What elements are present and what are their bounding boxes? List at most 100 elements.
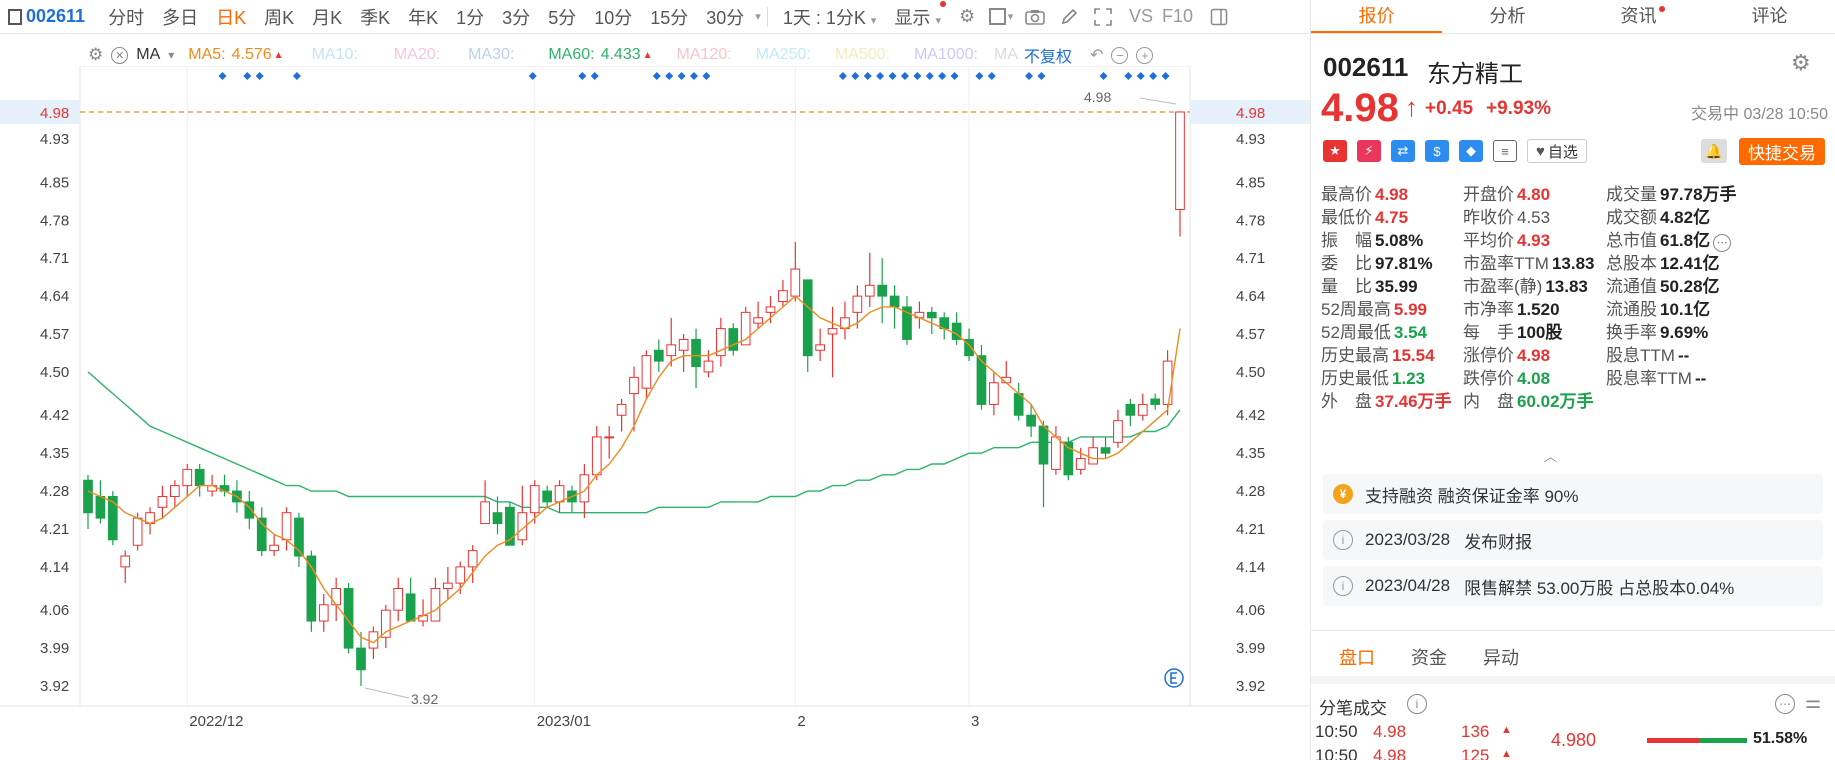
candle[interactable] — [318, 593, 329, 632]
candle[interactable] — [1026, 404, 1036, 437]
period-tab[interactable]: 分时 — [108, 7, 145, 28]
panel-tab[interactable]: 报价 — [1311, 0, 1442, 33]
candle[interactable] — [691, 328, 701, 389]
candle[interactable] — [443, 566, 453, 600]
candle[interactable] — [827, 306, 838, 378]
candle[interactable] — [666, 317, 677, 367]
candle[interactable] — [219, 474, 230, 497]
gear-icon[interactable]: ⚙ — [1791, 50, 1811, 75]
undo-icon[interactable]: ↶ — [1090, 47, 1104, 64]
candle[interactable] — [505, 501, 515, 546]
bottom-tab[interactable]: 异动 — [1483, 648, 1519, 668]
period-tab[interactable]: 1分 — [456, 7, 485, 28]
candle[interactable] — [182, 463, 193, 497]
quick-trade-button[interactable]: 快捷交易 — [1739, 138, 1825, 165]
more-icon[interactable]: ⋯ — [1775, 694, 1795, 714]
candle[interactable] — [1038, 420, 1049, 508]
candle[interactable] — [728, 323, 739, 356]
candle[interactable] — [616, 399, 627, 432]
stock-code[interactable]: 002611 — [26, 6, 86, 26]
candle[interactable] — [1137, 393, 1148, 421]
candle[interactable] — [951, 312, 962, 345]
camera-icon[interactable] — [1021, 3, 1049, 31]
notice-row[interactable]: ¥ 支持融资 融资保证金率 90% — [1323, 474, 1823, 514]
notice-row[interactable]: i 2023/03/28 发布财报 — [1323, 520, 1823, 560]
gear-icon[interactable]: ⚙ — [88, 45, 104, 64]
candle[interactable] — [480, 480, 490, 525]
candle[interactable] — [1150, 393, 1161, 410]
candle[interactable] — [989, 371, 999, 416]
candle[interactable] — [343, 583, 354, 654]
candle[interactable] — [306, 550, 317, 632]
candle[interactable] — [145, 507, 155, 535]
zoom-in-icon[interactable]: + — [1136, 46, 1154, 64]
sliders-icon[interactable]: ⚌ — [1805, 692, 1822, 712]
gear-icon[interactable]: ⚙ — [958, 6, 976, 26]
candle[interactable] — [914, 301, 925, 329]
interval-select[interactable]: 1天 : 1分K ▾ — [774, 4, 886, 30]
display-menu[interactable]: 显示 ▾ — [885, 0, 950, 30]
candle[interactable] — [678, 334, 689, 372]
pen-icon[interactable] — [1055, 3, 1083, 31]
candle[interactable] — [294, 512, 304, 567]
candle[interactable] — [1013, 382, 1024, 421]
tag-icon[interactable]: ◆ — [1459, 140, 1483, 162]
candle[interactable] — [405, 577, 416, 622]
candle[interactable] — [567, 485, 577, 513]
bottom-tab[interactable]: 资金 — [1411, 648, 1447, 668]
candle[interactable] — [430, 577, 441, 622]
candle[interactable] — [269, 534, 279, 557]
candle[interactable] — [1075, 447, 1086, 475]
period-tab[interactable]: 10分 — [594, 7, 633, 28]
period-tab[interactable]: 30分 — [706, 7, 745, 28]
candle[interactable] — [356, 631, 366, 686]
candle[interactable] — [926, 306, 937, 335]
close-icon[interactable]: ✕ — [111, 46, 129, 64]
candle[interactable] — [852, 285, 863, 329]
kline-chart[interactable]: 2022/12 2023/01 2 3 4.93 4.93 4.85 4.85 4.78 4.78… — [0, 66, 1310, 756]
candle[interactable] — [517, 485, 528, 546]
candle[interactable] — [331, 577, 342, 622]
candle[interactable] — [467, 545, 478, 584]
candle[interactable] — [1088, 436, 1098, 465]
period-tab[interactable]: 3分 — [502, 7, 531, 28]
candle[interactable] — [703, 350, 714, 378]
panel-toggle-icon[interactable] — [1205, 3, 1233, 31]
candle[interactable] — [194, 463, 205, 497]
candle[interactable] — [629, 366, 639, 432]
candle[interactable] — [802, 279, 813, 372]
candle[interactable] — [529, 480, 540, 524]
notice-row[interactable]: i 2023/04/28 限售解禁 53.00万股 占总股本0.04% — [1323, 566, 1823, 606]
candle[interactable] — [1125, 399, 1136, 427]
more-icon[interactable]: ⋯ — [1713, 233, 1732, 252]
candle[interactable] — [840, 301, 850, 340]
candle[interactable] — [604, 426, 615, 459]
period-tab[interactable]: 多日 — [162, 7, 199, 28]
candle[interactable] — [790, 241, 801, 302]
panel-tab[interactable]: 评论 — [1704, 0, 1835, 33]
watchlist-button[interactable]: ♥ 自选 — [1527, 139, 1587, 163]
candle[interactable] — [778, 279, 788, 307]
collapse-icon[interactable]: ︿ — [1544, 449, 1558, 464]
candle[interactable] — [492, 496, 503, 535]
dollar-icon[interactable]: $ — [1425, 140, 1449, 162]
candle[interactable] — [877, 258, 888, 324]
candle[interactable] — [83, 474, 93, 529]
candle[interactable] — [380, 604, 391, 649]
period-tab[interactable]: 日K — [216, 7, 247, 28]
adjust-button[interactable]: 不复权 — [1024, 49, 1073, 66]
chevron-down-icon[interactable]: ▾ — [755, 11, 761, 23]
f10-button[interactable]: F10 — [1162, 6, 1194, 26]
candle[interactable] — [281, 507, 292, 551]
candle[interactable] — [1100, 436, 1111, 459]
period-tab[interactable]: 周K — [264, 7, 295, 28]
panel-tab[interactable]: 分析 — [1442, 0, 1573, 33]
period-tab[interactable]: 月K — [312, 7, 343, 28]
candle[interactable] — [641, 350, 652, 399]
period-tab[interactable]: 5分 — [548, 7, 577, 28]
candle[interactable] — [107, 491, 118, 546]
candle[interactable] — [393, 577, 404, 622]
candle[interactable] — [1175, 111, 1185, 237]
candle[interactable] — [170, 480, 180, 508]
candle[interactable] — [716, 317, 726, 367]
